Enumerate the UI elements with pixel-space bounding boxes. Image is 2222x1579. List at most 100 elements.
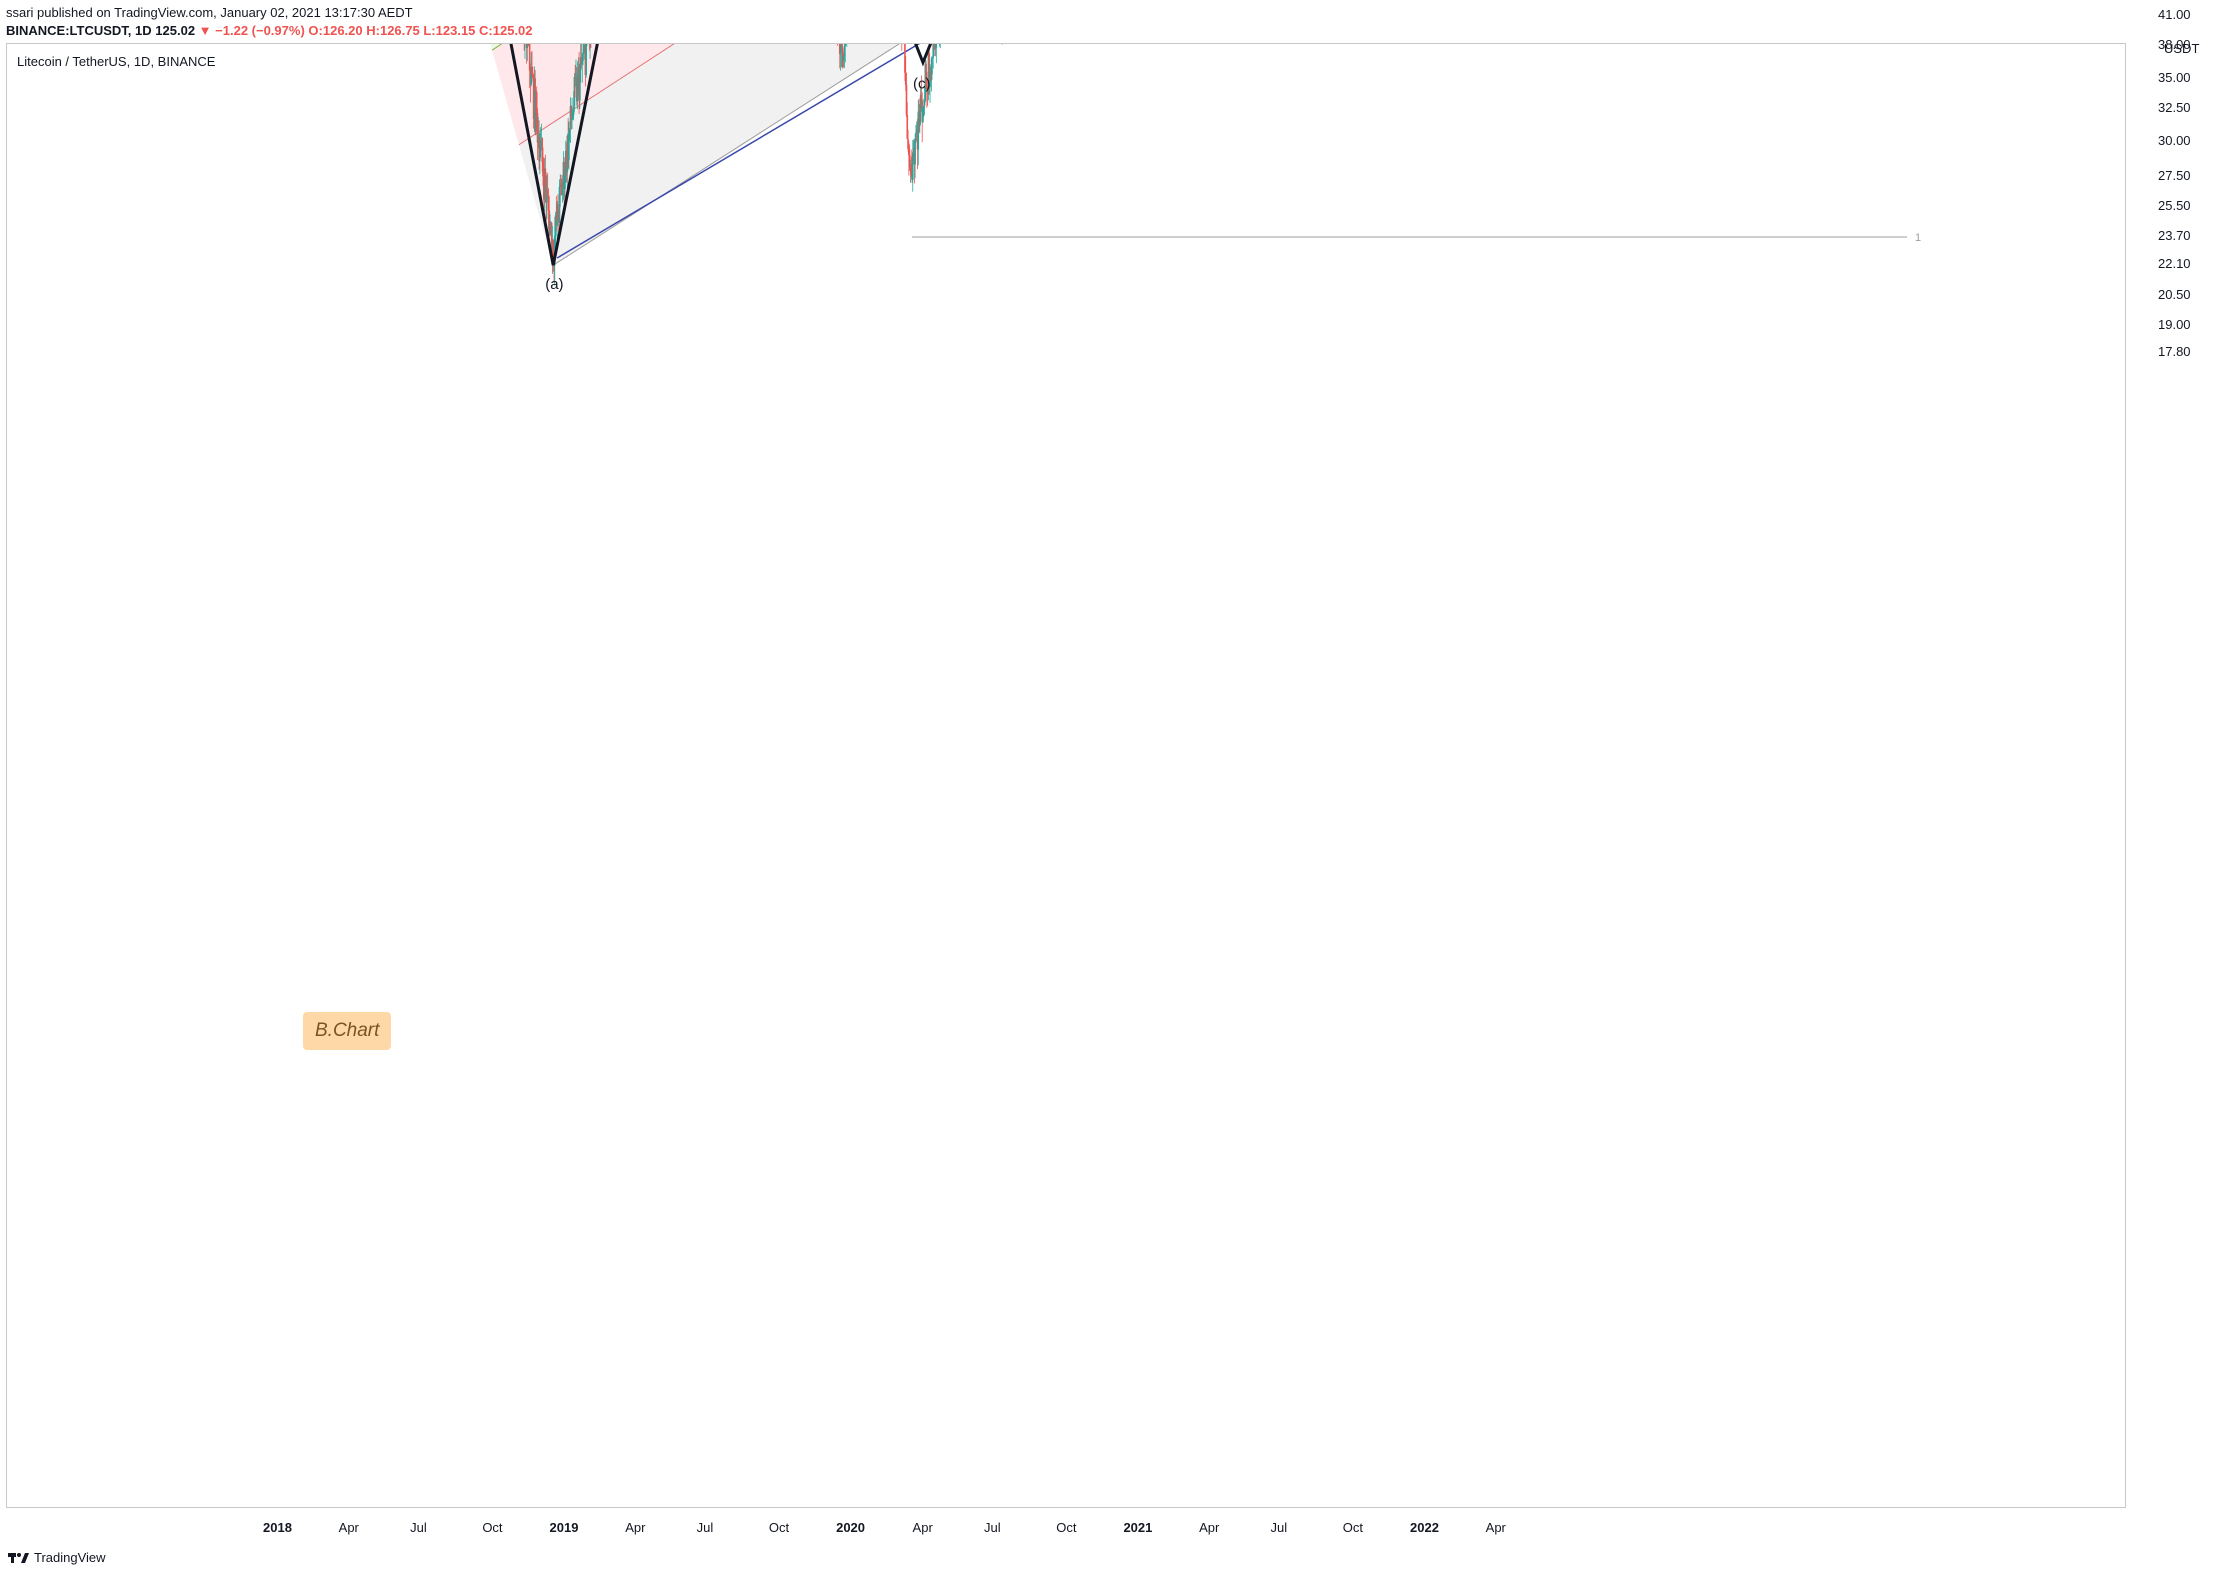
close-label: C: [479, 23, 493, 38]
candle-body [563, 161, 565, 190]
candle-body [559, 184, 562, 187]
low-label: L: [423, 23, 436, 38]
wave-zigzag-line [509, 44, 933, 266]
candle [919, 85, 922, 125]
wave-label-a: (a) [545, 276, 563, 293]
candle-body [536, 112, 539, 143]
candle-body [911, 152, 914, 181]
candle-body [561, 182, 564, 195]
pane-title: Litecoin / TetherUS, 1D, BINANCE [17, 54, 216, 69]
footer[interactable]: TradingView [8, 1550, 106, 1565]
close-value: 125.02 [492, 23, 533, 38]
candle-body [548, 210, 551, 236]
candle [842, 55, 845, 68]
price-tick: 20.50 [2158, 286, 2191, 302]
candle-body [564, 176, 566, 190]
candle-body [931, 57, 934, 59]
candle-body [541, 138, 544, 162]
channel-line-5 [518, 44, 675, 146]
footer-brand: TradingView [34, 1550, 106, 1565]
time-tick: Oct [1056, 1520, 1077, 1535]
candle [524, 44, 526, 59]
candle-body [582, 52, 584, 61]
channel-band-5 [518, 44, 900, 266]
symbol-line: BINANCE:LTCUSDT, 1D 125.02 ▼ −1.22 (−0.9… [6, 22, 533, 40]
candle-body [842, 56, 845, 61]
candle-body [919, 94, 922, 112]
tradingview-logo-icon [8, 1552, 29, 1563]
price-tick: 35.00 [2158, 70, 2191, 86]
candle [552, 238, 555, 272]
candle-body [906, 115, 909, 139]
candle [557, 194, 559, 221]
candle-body [907, 138, 909, 149]
low-value: 123.15 [435, 23, 476, 38]
candle-body [935, 44, 938, 48]
candle [538, 120, 540, 170]
candle-body [908, 148, 910, 156]
time-tick: 2018 [263, 1520, 292, 1535]
candle [906, 102, 909, 139]
blue-support-line [556, 44, 921, 259]
candle-body [922, 107, 924, 122]
candle [1001, 44, 1003, 45]
candle [839, 44, 842, 71]
time-tick: Oct [1342, 1520, 1363, 1535]
candle [559, 174, 562, 208]
candle-body [842, 51, 844, 61]
candle-body [920, 94, 923, 101]
candle-body [572, 106, 575, 115]
candle-body [930, 58, 933, 80]
candle-body [926, 86, 928, 90]
candle-body [526, 44, 529, 49]
candle-body [530, 67, 533, 85]
candle-body [904, 44, 906, 73]
time-tick: Oct [768, 1520, 790, 1535]
candle-body [558, 186, 561, 224]
time-tick: 2019 [549, 1520, 579, 1535]
candle-body [570, 106, 573, 121]
candle [917, 99, 920, 166]
open-label: O: [308, 23, 323, 38]
time-tick: Apr [912, 1520, 933, 1535]
candle-body [841, 44, 843, 52]
candle-body [571, 117, 573, 121]
fib-label-4: 1 [1915, 232, 1921, 244]
candle [585, 44, 587, 78]
candle-body [585, 44, 587, 76]
price-tick: 17.80 [2158, 343, 2191, 359]
candle-body [581, 60, 584, 64]
price-tick: 41.00 [2158, 6, 2191, 22]
time-axis[interactable]: 2018 Apr Jul Oct 2019 Apr Jul Oct 2020 Apr Jul Oct 2… [6, 1508, 2126, 1542]
price-axis[interactable]: USDT 17.80 19.00 20.50 22.10 23.70 25.50 27.50 3… [2126, 7, 2222, 1508]
high-value: 126.75 [379, 23, 420, 38]
time-tick: Oct [482, 1520, 503, 1535]
candle [589, 44, 591, 59]
candle [925, 60, 927, 90]
candle-body [557, 204, 559, 220]
wave-label-c: (c) [913, 75, 931, 92]
chart-canvas[interactable]: 10.7860.6180.50.3820.23600.6180.500.2360… [7, 44, 2126, 1508]
candle-body [528, 44, 531, 71]
candle [588, 44, 590, 51]
candle [915, 125, 917, 143]
candle [549, 214, 551, 236]
candle [558, 179, 561, 235]
price-tick: 23.70 [2158, 227, 2191, 243]
candle [546, 172, 549, 199]
candle-body [922, 105, 925, 108]
time-tick: 2022 [1410, 1520, 1439, 1535]
candle-body [546, 189, 549, 197]
candle [568, 128, 571, 142]
time-tick: 2021 [1123, 1520, 1153, 1535]
candle-body [576, 74, 579, 102]
candle [931, 56, 934, 75]
candle-body [839, 46, 842, 55]
candle-body [544, 168, 547, 186]
chart-pane[interactable]: 10.7860.6180.50.3820.23600.6180.500.2360… [6, 43, 2126, 1508]
time-tick: Apr [1485, 1520, 1506, 1535]
candle [905, 72, 908, 118]
candle [573, 72, 576, 112]
last-price: 125.02 [155, 23, 196, 38]
price-tick: 22.10 [2158, 256, 2191, 272]
